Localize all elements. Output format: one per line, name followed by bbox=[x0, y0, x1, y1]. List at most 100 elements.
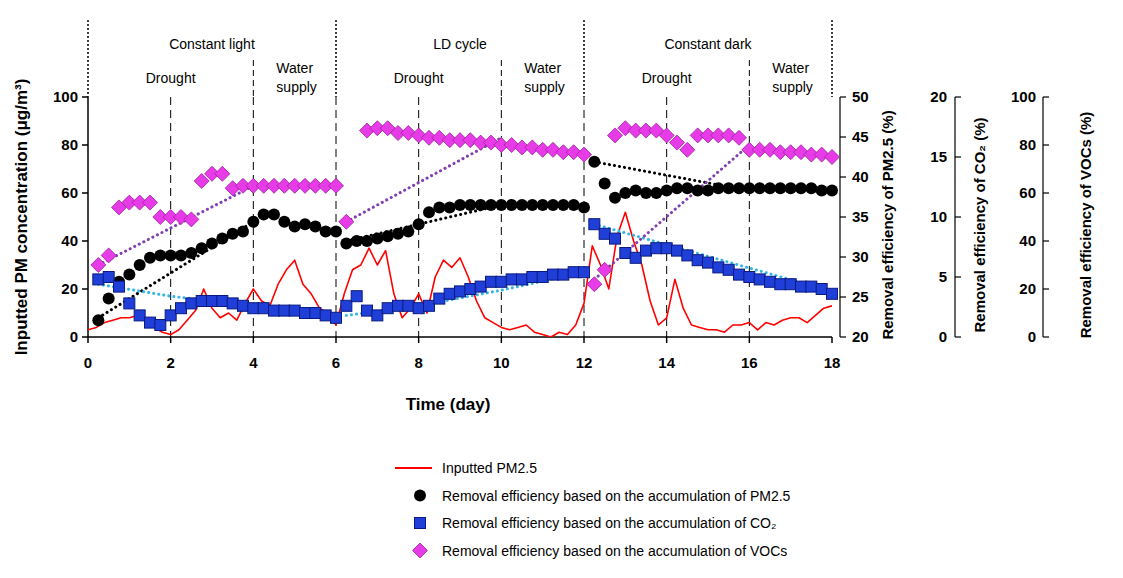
diamond-marker bbox=[215, 166, 230, 181]
square-marker bbox=[114, 281, 125, 292]
diamond-marker bbox=[680, 142, 695, 157]
circle-marker bbox=[299, 218, 311, 230]
y4-axis-label: Removal efficiency of VOCs (%) bbox=[1077, 112, 1094, 339]
circle-marker bbox=[340, 237, 352, 249]
square-marker bbox=[785, 279, 796, 290]
y-tick bbox=[82, 288, 88, 290]
square-marker bbox=[176, 303, 187, 314]
y4-tick bbox=[1043, 96, 1049, 97]
circle-marker bbox=[485, 199, 497, 211]
y-tick bbox=[82, 96, 88, 98]
y2-tick bbox=[840, 296, 846, 297]
circle-marker bbox=[785, 182, 797, 194]
circle-marker bbox=[557, 199, 569, 211]
y-tick-label: 60 bbox=[61, 184, 78, 201]
circle-marker bbox=[764, 182, 776, 194]
circle-marker bbox=[816, 185, 828, 197]
square-marker bbox=[486, 276, 497, 287]
x-tick-label: 16 bbox=[741, 354, 758, 371]
y4-tick bbox=[1043, 144, 1049, 145]
trend-line bbox=[98, 138, 749, 280]
y3-tick-label: 20 bbox=[930, 88, 947, 105]
square-marker bbox=[517, 274, 528, 285]
square-marker bbox=[579, 267, 590, 278]
square-marker bbox=[796, 281, 807, 292]
square-marker bbox=[692, 255, 703, 266]
y2-tick bbox=[840, 216, 846, 217]
y2-tick-label: 20 bbox=[852, 328, 869, 345]
y2-tick bbox=[840, 256, 846, 257]
subphase-boundary bbox=[253, 60, 254, 97]
square-marker bbox=[238, 300, 249, 311]
square-marker bbox=[393, 300, 404, 311]
markers bbox=[91, 121, 840, 331]
y2-tick-label: 30 bbox=[852, 248, 869, 265]
subphase-boundary bbox=[749, 60, 750, 97]
x-tick-label: 8 bbox=[414, 354, 422, 371]
square-marker bbox=[765, 276, 776, 287]
circle-marker bbox=[206, 237, 218, 249]
y2-tick bbox=[840, 96, 846, 97]
circle-marker bbox=[578, 201, 590, 213]
x-tick-label: 18 bbox=[824, 354, 841, 371]
square-marker bbox=[248, 303, 259, 314]
diamond-marker bbox=[329, 178, 344, 193]
x-tick bbox=[418, 337, 420, 343]
circle-marker bbox=[382, 230, 394, 242]
square-marker bbox=[362, 305, 373, 316]
square-marker bbox=[424, 300, 435, 311]
x-tick-label: 4 bbox=[249, 354, 258, 371]
y-axis-line bbox=[87, 97, 89, 337]
circle-marker bbox=[414, 490, 426, 502]
circle-marker bbox=[134, 259, 146, 271]
circle-marker bbox=[237, 225, 249, 237]
y-tick bbox=[82, 192, 88, 194]
circle-marker bbox=[268, 209, 280, 221]
y-tick bbox=[82, 144, 88, 146]
diamond-marker bbox=[143, 195, 158, 210]
circle-marker bbox=[630, 185, 642, 197]
y-axis-label: Inputted PM concentration (μg/m³) bbox=[12, 79, 31, 356]
phase-boundary bbox=[831, 20, 833, 97]
circle-marker bbox=[444, 201, 456, 213]
x-tick bbox=[749, 337, 751, 343]
circle-marker bbox=[619, 187, 631, 199]
square-marker bbox=[258, 303, 269, 314]
square-marker bbox=[537, 272, 548, 283]
square-marker bbox=[775, 279, 786, 290]
circle-marker bbox=[392, 228, 404, 240]
circle-marker bbox=[743, 182, 755, 194]
x-tick bbox=[253, 337, 255, 343]
trend-line bbox=[98, 162, 749, 318]
square-marker bbox=[217, 296, 228, 307]
square-marker bbox=[568, 267, 579, 278]
square-marker bbox=[134, 310, 145, 321]
square-marker bbox=[434, 293, 445, 304]
square-marker bbox=[155, 320, 166, 331]
square-marker bbox=[641, 245, 652, 256]
y4-tick bbox=[1043, 192, 1049, 193]
square-marker bbox=[558, 269, 569, 280]
y3-tick-label: 0 bbox=[939, 328, 947, 345]
circle-marker bbox=[609, 192, 621, 204]
square-marker bbox=[610, 233, 621, 244]
x-tick-label: 0 bbox=[84, 354, 92, 371]
y4-tick-label: 60 bbox=[1019, 184, 1036, 201]
square-marker bbox=[661, 243, 672, 254]
square-marker bbox=[320, 310, 331, 321]
circle-marker bbox=[289, 221, 301, 233]
phase-boundary bbox=[583, 20, 585, 97]
y3-tick-label: 5 bbox=[939, 268, 947, 285]
square-marker bbox=[599, 228, 610, 239]
grid-line bbox=[749, 97, 750, 337]
legend-label: Removal efficiency based on the accumula… bbox=[442, 543, 787, 559]
square-marker bbox=[124, 298, 135, 309]
y2-tick-label: 45 bbox=[852, 128, 869, 145]
x-tick bbox=[335, 337, 337, 343]
circle-marker bbox=[805, 182, 817, 194]
circle-marker bbox=[516, 199, 528, 211]
square-marker bbox=[620, 248, 631, 259]
square-marker bbox=[165, 310, 176, 321]
circle-marker bbox=[258, 209, 270, 221]
diamond-marker bbox=[91, 258, 106, 273]
